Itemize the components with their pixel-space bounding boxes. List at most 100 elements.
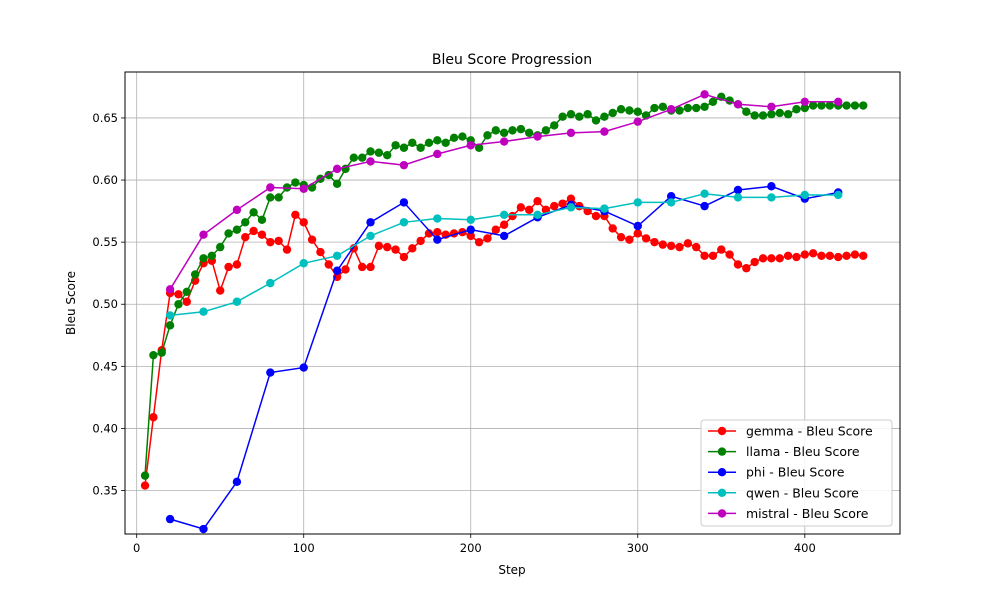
y-tick-label: 0.35 xyxy=(92,484,118,498)
data-point-phi xyxy=(266,368,275,377)
y-tick-label: 0.65 xyxy=(92,111,118,125)
data-point-llama xyxy=(558,112,567,121)
legend-item-llama: llama - Bleu Score xyxy=(708,444,860,459)
data-point-mistral xyxy=(399,160,409,170)
series-gemma xyxy=(140,194,868,490)
data-point-llama xyxy=(842,101,851,110)
data-point-llama xyxy=(600,112,609,121)
data-point-llama xyxy=(775,108,784,118)
data-point-qwen xyxy=(733,193,743,202)
legend-marker-llama xyxy=(717,447,727,456)
series-layer xyxy=(140,90,868,534)
y-axis-label: Bleu Score xyxy=(64,271,78,335)
data-point-gemma xyxy=(725,250,734,259)
data-point-gemma xyxy=(792,252,801,262)
data-point-llama xyxy=(357,153,367,162)
legend-label-mistral: mistral - Bleu Score xyxy=(746,506,869,521)
data-point-llama xyxy=(633,107,642,116)
data-point-llama xyxy=(508,126,517,135)
data-point-gemma xyxy=(616,232,626,242)
data-point-gemma xyxy=(466,231,475,241)
data-point-llama xyxy=(190,270,200,279)
data-point-qwen xyxy=(299,259,308,268)
data-point-llama xyxy=(416,143,425,152)
data-point-mistral xyxy=(332,164,342,174)
data-point-qwen xyxy=(633,198,642,207)
data-point-qwen xyxy=(266,278,275,288)
data-point-gemma xyxy=(825,251,835,261)
data-point-llama xyxy=(458,132,467,141)
series-mistral xyxy=(165,90,843,294)
data-point-qwen xyxy=(466,215,475,224)
data-point-phi xyxy=(366,218,375,227)
data-point-llama xyxy=(274,193,283,202)
data-point-gemma xyxy=(316,247,325,257)
data-point-gemma xyxy=(140,481,150,490)
data-point-gemma xyxy=(483,234,492,243)
data-point-gemma xyxy=(307,235,317,244)
data-point-gemma xyxy=(842,251,851,261)
data-point-gemma xyxy=(291,210,300,220)
data-point-llama xyxy=(216,242,225,252)
data-point-llama xyxy=(157,348,166,357)
data-point-llama xyxy=(583,110,592,119)
data-point-phi xyxy=(165,514,175,524)
data-point-llama xyxy=(616,105,626,114)
data-point-llama xyxy=(241,218,250,227)
data-point-gemma xyxy=(357,262,367,272)
data-point-llama xyxy=(792,105,801,114)
data-point-llama xyxy=(408,138,417,147)
data-point-phi xyxy=(666,191,676,201)
data-point-mistral xyxy=(533,132,542,141)
data-point-llama xyxy=(266,193,275,202)
data-point-llama xyxy=(291,178,300,187)
data-point-llama xyxy=(483,131,492,140)
data-point-llama xyxy=(859,101,868,110)
data-point-llama xyxy=(825,101,835,110)
data-point-llama xyxy=(374,148,384,157)
data-point-gemma xyxy=(508,211,517,221)
data-point-gemma xyxy=(249,226,258,236)
data-point-qwen xyxy=(199,307,208,316)
data-point-qwen xyxy=(366,231,375,241)
y-tick-label: 0.50 xyxy=(92,297,118,311)
data-point-gemma xyxy=(733,260,743,269)
data-point-qwen xyxy=(700,189,709,198)
data-point-qwen xyxy=(834,190,843,200)
data-point-llama xyxy=(383,151,392,160)
data-point-gemma xyxy=(558,199,567,208)
data-point-llama xyxy=(391,141,400,150)
data-point-gemma xyxy=(282,245,292,254)
data-point-gemma xyxy=(566,194,576,203)
data-point-llama xyxy=(516,124,526,134)
data-point-gemma xyxy=(224,262,233,272)
data-point-llama xyxy=(424,138,434,147)
legend-marker-gemma xyxy=(717,426,727,436)
data-point-gemma xyxy=(391,245,400,254)
data-point-llama xyxy=(742,107,751,116)
data-point-gemma xyxy=(525,205,534,215)
x-tick-label: 200 xyxy=(460,541,482,555)
data-point-mistral xyxy=(266,183,275,192)
data-point-gemma xyxy=(424,229,434,238)
data-point-gemma xyxy=(633,229,642,238)
data-point-llama xyxy=(232,225,242,234)
data-point-llama xyxy=(249,208,258,217)
data-point-llama xyxy=(182,287,191,297)
data-point-gemma xyxy=(675,242,684,252)
data-point-gemma xyxy=(775,254,784,263)
data-point-qwen xyxy=(566,203,576,212)
data-point-gemma xyxy=(650,237,659,247)
y-tick-label: 0.40 xyxy=(92,421,118,435)
series-llama xyxy=(140,92,868,480)
legend-item-gemma: gemma - Bleu Score xyxy=(708,424,873,439)
data-point-gemma xyxy=(859,251,868,261)
data-point-qwen xyxy=(666,198,676,207)
data-point-phi xyxy=(299,363,308,372)
legend-label-phi: phi - Bleu Score xyxy=(746,465,845,480)
data-point-llama xyxy=(608,108,617,118)
data-point-llama xyxy=(332,179,342,188)
legend-marker-phi xyxy=(717,468,727,477)
data-point-gemma xyxy=(149,413,158,422)
